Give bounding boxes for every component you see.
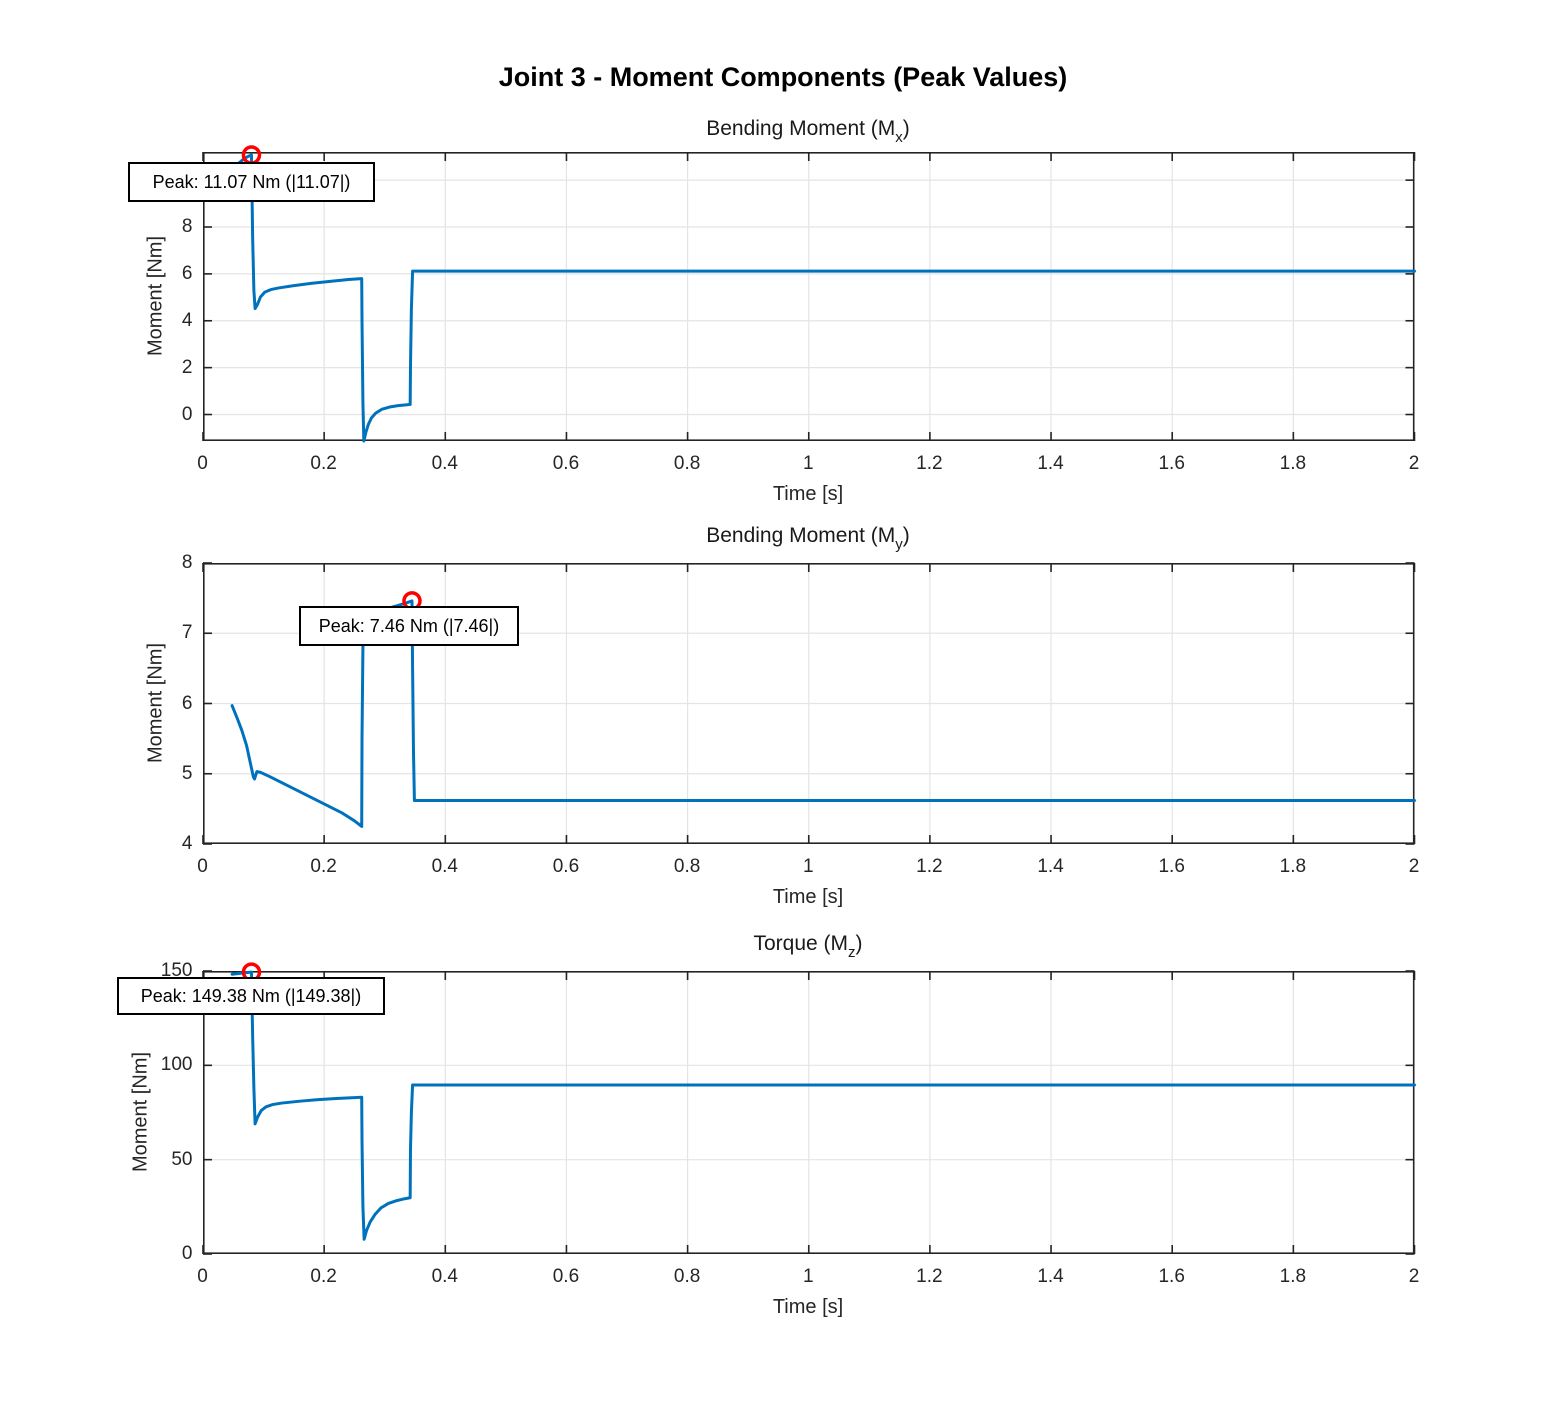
peak-marker <box>241 145 261 165</box>
series-line <box>230 153 1416 443</box>
y-tick-label: 0 <box>181 1243 193 1264</box>
subplot-title-my: Bending Moment (My) <box>706 521 910 553</box>
x-axis-label-mz: Time [s] <box>772 1296 844 1318</box>
subplot-title-subscript: z <box>848 944 856 961</box>
subplot-title-mz: Torque (Mz) <box>753 929 862 961</box>
x-tick-label: 1 <box>802 856 814 877</box>
axes-box <box>202 152 1415 441</box>
y-tick-label: 100 <box>160 1054 193 1076</box>
x-tick-label: 1 <box>802 1266 814 1287</box>
subplot-title-close: ) <box>902 117 910 140</box>
x-tick-label: 0.8 <box>673 453 701 474</box>
peak-marker <box>241 962 261 982</box>
x-tick-label: 0 <box>197 856 208 877</box>
y-tick-label: 4 <box>181 309 193 331</box>
y-tick-label: 7 <box>181 622 193 644</box>
series-line <box>230 970 1416 1241</box>
x-tick-label: 0.4 <box>431 453 458 474</box>
peak-annotation-my: Peak: 7.46 Nm (|7.46|) <box>299 606 519 646</box>
peak-annotation-mx: Peak: 11.07 Nm (|11.07|) <box>128 162 375 202</box>
x-tick-label: 0.4 <box>431 1266 458 1287</box>
x-tick-label: 2 <box>1408 856 1420 877</box>
y-axis-label-mz: Moment [Nm] <box>129 1051 152 1173</box>
y-tick-label: 10 <box>171 169 193 191</box>
y-tick-label: 2 <box>181 356 193 378</box>
x-tick-label: 0.6 <box>552 856 580 877</box>
plot-area-mx <box>201 145 1416 443</box>
y-axis-label-my: Moment [Nm] <box>144 642 167 764</box>
subplot-title-subscript: y <box>895 536 903 553</box>
x-tick-label: 1.4 <box>1037 453 1064 474</box>
x-tick-label: 1.8 <box>1279 453 1307 474</box>
peak-annotation-mz: Peak: 149.38 Nm (|149.38|) <box>117 977 385 1015</box>
series-line <box>230 599 1416 828</box>
subplot-title-text: Torque (M <box>753 932 849 955</box>
x-tick-label: 0.6 <box>552 453 580 474</box>
x-tick-label: 0.4 <box>431 856 458 877</box>
x-tick-label: 1 <box>802 453 814 474</box>
x-tick-label: 1.8 <box>1279 1266 1307 1287</box>
plot-area-my <box>201 562 1416 845</box>
plot-area-mz <box>201 962 1416 1255</box>
y-tick-label: 4 <box>181 833 193 854</box>
x-tick-label: 0.8 <box>673 856 701 877</box>
x-tick-label: 1.4 <box>1037 856 1064 877</box>
x-tick-label: 1.6 <box>1158 1266 1185 1287</box>
x-tick-label: 0.6 <box>552 1266 580 1287</box>
x-tick-label: 1.2 <box>916 453 943 474</box>
subplot-title-text: Bending Moment (M <box>706 524 896 547</box>
y-axis-label-mx: Moment [Nm] <box>144 235 167 357</box>
y-tick-label: 150 <box>160 960 193 981</box>
x-tick-label: 1.2 <box>916 1266 943 1287</box>
x-tick-label: 1.6 <box>1158 453 1185 474</box>
subplot-title-text: Bending Moment (M <box>706 117 896 140</box>
axes-box <box>202 971 1415 1254</box>
x-tick-label: 0.8 <box>673 1266 701 1287</box>
x-tick-label: 0 <box>197 1266 208 1287</box>
x-tick-label: 0.2 <box>310 1266 337 1287</box>
y-tick-label: 50 <box>171 1148 193 1170</box>
x-tick-label: 0 <box>197 453 208 474</box>
x-tick-label: 0.2 <box>310 856 337 877</box>
x-tick-label: 0.2 <box>310 453 337 474</box>
y-tick-label: 6 <box>181 262 193 284</box>
y-tick-label: 8 <box>181 216 193 237</box>
axes-box <box>202 563 1415 844</box>
subplot-title-mx: Bending Moment (Mx) <box>706 114 910 146</box>
x-tick-label: 1.2 <box>916 856 943 877</box>
x-axis-label-mx: Time [s] <box>772 483 844 505</box>
subplot-title-close: ) <box>902 524 910 547</box>
x-tick-label: 1.4 <box>1037 1266 1064 1287</box>
peak-marker <box>401 591 422 611</box>
x-tick-label: 2 <box>1408 453 1420 474</box>
x-axis-label-my: Time [s] <box>772 886 844 908</box>
x-tick-label: 2 <box>1408 1266 1420 1287</box>
y-tick-label: 0 <box>181 403 193 425</box>
y-tick-label: 6 <box>181 692 193 714</box>
y-tick-label: 5 <box>181 762 193 784</box>
figure-title: Joint 3 - Moment Components (Peak Values… <box>498 62 1068 92</box>
y-tick-label: 8 <box>181 552 193 573</box>
subplot-title-close: ) <box>855 932 863 955</box>
x-tick-label: 1.6 <box>1158 856 1185 877</box>
x-tick-label: 1.8 <box>1279 856 1307 877</box>
subplot-title-subscript: x <box>895 129 903 146</box>
